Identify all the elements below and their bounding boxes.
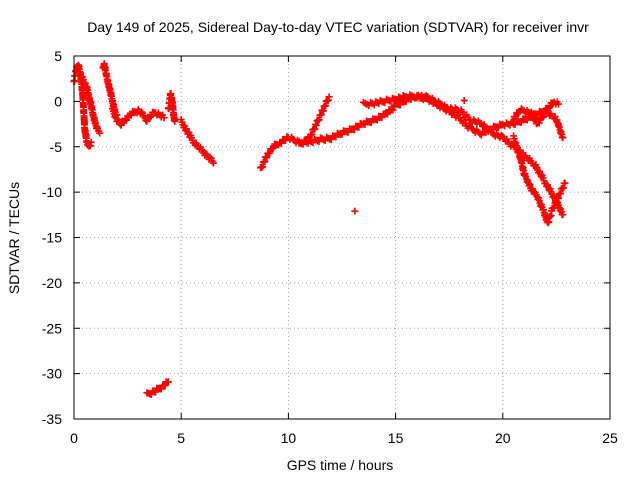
- data-point: [476, 119, 484, 127]
- data-point: [269, 144, 277, 152]
- data-point: [263, 154, 271, 162]
- data-point: [147, 112, 155, 120]
- x-tick-label: 10: [281, 430, 297, 446]
- data-point: [497, 131, 505, 139]
- data-point: [545, 104, 553, 112]
- y-tick-label: 0: [54, 93, 62, 109]
- data-point: [146, 113, 154, 121]
- data-point: [299, 140, 307, 148]
- data-point: [396, 101, 404, 109]
- y-tick-label: -10: [42, 184, 62, 200]
- x-axis-label: GPS time / hours: [287, 457, 394, 473]
- data-point: [325, 93, 333, 101]
- x-tick-label: 25: [602, 430, 618, 446]
- data-point: [351, 207, 359, 215]
- data-point: [367, 119, 375, 127]
- data-point: [559, 134, 567, 142]
- data-point: [559, 211, 567, 219]
- data-point: [157, 385, 165, 393]
- y-tick-label: -15: [42, 230, 62, 246]
- data-points: [70, 60, 569, 398]
- data-point: [143, 117, 151, 125]
- x-tick-label: 15: [388, 430, 404, 446]
- data-point: [546, 103, 554, 111]
- y-axis-label: SDTVAR / TECUs: [6, 182, 22, 294]
- x-tick-label: 0: [70, 430, 78, 446]
- y-tick-label: -20: [42, 275, 62, 291]
- y-tick-label: 5: [54, 48, 62, 64]
- x-tick-label: 5: [177, 430, 185, 446]
- x-tick-label: 20: [495, 430, 511, 446]
- data-point: [164, 378, 172, 386]
- data-point: [171, 117, 179, 125]
- data-point: [460, 96, 468, 104]
- data-point: [209, 159, 217, 167]
- y-tick-label: -30: [42, 366, 62, 382]
- data-point: [384, 110, 392, 118]
- data-point: [87, 138, 95, 146]
- y-tick-label: -35: [42, 411, 62, 427]
- data-point: [206, 153, 214, 161]
- data-point: [127, 111, 135, 119]
- y-tick-label: -25: [42, 320, 62, 336]
- data-point: [555, 100, 563, 108]
- data-point: [117, 121, 125, 129]
- data-point: [378, 113, 386, 121]
- data-point: [517, 119, 525, 127]
- data-point: [151, 388, 159, 396]
- chart-title: Day 149 of 2025, Sidereal Day-to-day VTE…: [87, 19, 589, 35]
- data-point: [535, 119, 543, 127]
- data-point: [96, 129, 104, 137]
- data-point: [515, 109, 523, 117]
- data-point: [561, 179, 569, 187]
- data-point: [542, 108, 550, 116]
- data-point: [389, 106, 397, 114]
- data-point: [160, 114, 168, 122]
- data-point: [266, 149, 274, 157]
- data-point: [161, 382, 169, 390]
- data-point: [123, 116, 131, 124]
- y-tick-label: -5: [50, 139, 63, 155]
- data-point: [512, 113, 520, 121]
- axis-ticks: 0 5 10 15 20 25 5 0 -5 -10 -15 -20 -25 -30 -35: [42, 48, 618, 446]
